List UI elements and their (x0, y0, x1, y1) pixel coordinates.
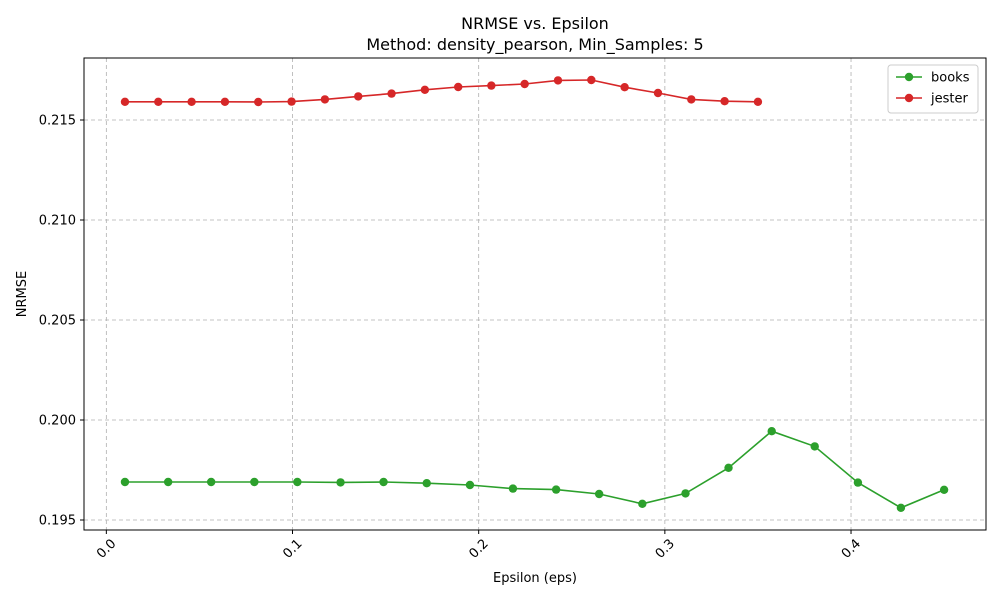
legend: books jester (887, 64, 979, 114)
data-point-books (767, 427, 776, 436)
data-point-jester (687, 95, 696, 104)
data-point-jester (254, 97, 263, 107)
series-jester (120, 75, 763, 107)
x-axis-label: Epsilon (eps) (493, 571, 577, 586)
data-point-books (336, 478, 345, 487)
legend-marker (904, 93, 914, 103)
data-point-jester (187, 97, 196, 107)
data-point-books (206, 477, 216, 487)
y-tick-label: 0.215 (39, 114, 76, 129)
data-point-jester (220, 97, 230, 107)
data-point-books (810, 442, 819, 451)
data-point-books (939, 485, 949, 494)
series-line-books (124, 430, 945, 509)
data-point-books (379, 477, 388, 487)
series-books (120, 427, 949, 512)
data-point-books (120, 477, 130, 487)
y-tick-label: 0.200 (39, 414, 76, 429)
data-point-jester (753, 97, 763, 107)
y-tick-label: 0.205 (39, 314, 76, 329)
legend-label: books (931, 71, 970, 86)
data-point-books (293, 477, 302, 487)
y-axis-label: NRMSE (15, 271, 30, 317)
data-point-books (250, 477, 259, 487)
data-point-books (422, 479, 431, 488)
legend-item-jester: jester (896, 92, 968, 107)
data-point-books (681, 489, 690, 498)
data-point-books (724, 463, 733, 472)
data-point-books (163, 477, 173, 487)
data-point-jester (120, 97, 130, 107)
y-tick-label: 0.210 (39, 214, 76, 229)
data-point-books (551, 485, 561, 494)
series-line-jester (124, 79, 758, 103)
data-point-jester (154, 97, 163, 107)
data-point-jester (354, 92, 363, 101)
data-point-jester (454, 82, 463, 92)
data-point-jester (653, 88, 663, 98)
data-point-jester (387, 89, 396, 98)
data-point-books (465, 480, 475, 490)
data-point-books (594, 489, 604, 499)
legend-marker (904, 72, 914, 82)
data-point-jester (587, 75, 596, 85)
data-point-books (638, 499, 647, 508)
data-point-jester (520, 79, 529, 89)
data-point-books (508, 484, 518, 493)
legend-label: jester (930, 92, 968, 107)
data-point-jester (420, 85, 430, 95)
data-point-jester (620, 83, 629, 92)
plot-frame (83, 57, 987, 531)
data-point-jester (553, 76, 563, 85)
data-point-jester (287, 97, 296, 106)
grid (84, 58, 986, 530)
data-point-jester (487, 81, 496, 90)
plot-series (120, 75, 949, 512)
data-point-jester (320, 95, 330, 104)
data-point-jester (720, 97, 729, 106)
legend-item-books: books (896, 71, 970, 86)
data-point-books (896, 503, 906, 512)
y-tick-label: 0.195 (39, 514, 76, 529)
data-point-books (853, 478, 863, 487)
chart-title: NRMSE vs. Epsilon (461, 14, 609, 33)
chart-subtitle: Method: density_pearson, Min_Samples: 5 (366, 35, 703, 55)
